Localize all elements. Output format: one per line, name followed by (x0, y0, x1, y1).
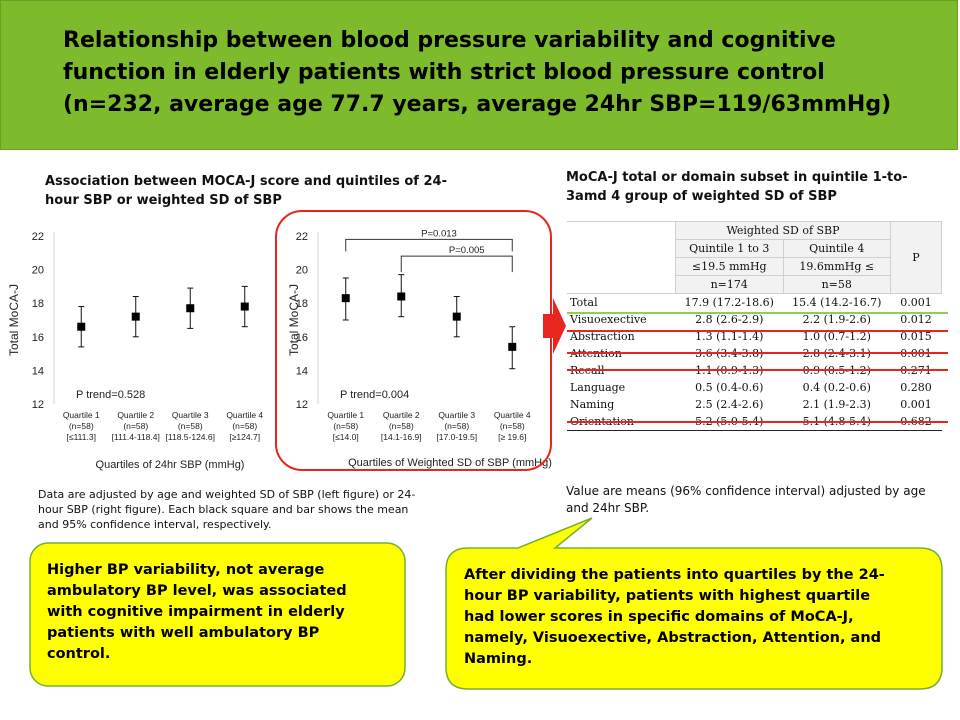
highlight-line-green (567, 312, 948, 314)
caption-line: MoCA-J total or domain subset in quintil… (566, 170, 908, 185)
table-row: Naming 2.5 (2.4-2.6) 2.1 (1.9-2.3) 0.001 (567, 396, 942, 413)
right-figure-caption: MoCA-J total or domain subset in quintil… (566, 168, 946, 206)
title-banner: Relationship between blood pressure vari… (0, 0, 958, 150)
table-corner (567, 221, 676, 294)
left-figure-note: Data are adjusted by age and weighted SD… (38, 487, 478, 532)
table-cell-col2: 15.4 (14.2-16.7) (783, 293, 891, 311)
table-cell-p: 0.012 (900, 313, 932, 326)
table-cell-col2: 1.0 (0.7-1.2) (802, 330, 871, 343)
table-col2-header: Quintile 4 (782, 239, 891, 258)
table-row: Visuoexective 2.8 (2.6-2.9) 2.2 (1.9-2.6) 0… (567, 311, 942, 328)
highlight-line-red (567, 330, 948, 332)
table-cell-col1: 2.8 (2.6-2.9) (695, 313, 764, 326)
callout-line: ambulatory BP level, was associated (47, 583, 347, 599)
callout-line: After dividing the patients into quartil… (464, 567, 885, 583)
table-row-label: Total (567, 293, 676, 311)
highlight-line-red (567, 352, 948, 354)
table-cell-col1: 0.5 (0.4-0.6) (695, 381, 764, 394)
caption-line: 3amd 4 group of weighted SD of SBP (566, 189, 837, 204)
highlight-line-red (567, 369, 948, 371)
highlight-line-red (567, 421, 948, 423)
table-cell-p: 0.015 (900, 330, 932, 343)
table-cell-col1: 1.3 (1.1-1.4) (695, 330, 764, 343)
callout-line: Higher BP variability, not average (47, 562, 325, 578)
note-line: and 95% confidence interval, respectivel… (38, 518, 272, 531)
note-line: Data are adjusted by age and weighted SD… (38, 488, 416, 501)
moca-table: Weighted SD of SBP P Quintile 1 to 3 Qui… (567, 221, 942, 431)
callout-line: namely, Visuoexective, Abstraction, Atte… (464, 630, 882, 646)
table-col1-header: Quintile 1 to 3 (675, 239, 784, 258)
table-col1-n: n=174 (675, 275, 784, 294)
callout-line: Naming. (464, 651, 533, 667)
table-cell-p: 0.001 (890, 293, 942, 311)
table-cell-col2: 2.1 (1.9-2.3) (802, 398, 871, 411)
table-cell-p: 0.280 (900, 381, 932, 394)
page-title: Relationship between blood pressure vari… (63, 25, 943, 121)
table-cell-p: 0.001 (900, 398, 932, 411)
table-cell-col1: 17.9 (17.2-18.6) (675, 293, 783, 311)
caption-line: Association between MOCA-J score and qui… (45, 174, 447, 189)
title-line: function in elderly patients with strict… (63, 60, 825, 85)
callout-line: with cognitive impairment in elderly (47, 604, 345, 620)
left-figure-caption: Association between MOCA-J score and qui… (45, 172, 465, 210)
note-line: Value are means (96% confidence interval… (566, 484, 926, 498)
note-line: and 24hr SBP. (566, 501, 650, 515)
callout-line: control. (47, 646, 111, 662)
title-line: (n=232, average age 77.7 years, average … (63, 92, 892, 117)
callout-left-box (29, 542, 406, 687)
table-cell-col2: 2.2 (1.9-2.6) (802, 313, 871, 326)
note-line: hour SBP (right figure). Each black squa… (38, 503, 409, 516)
table-cell-col2: 0.4 (0.2-0.6) (802, 381, 871, 394)
table-row: Total 17.9 (17.2-18.6) 15.4 (14.2-16.7) 0.0… (567, 293, 942, 311)
table-col2-range: 19.6mmHg ≤ (782, 257, 891, 276)
table-col1-range: ≤19.5 mmHg (675, 257, 784, 276)
table-cell-col1: 2.5 (2.4-2.6) (695, 398, 764, 411)
caption-line: hour SBP or weighted SD of SBP (45, 193, 282, 208)
callout-line: patients with well ambulatory BP (47, 625, 320, 641)
table-row-label: Language (570, 381, 626, 394)
table-row-label: Visuoexective (570, 313, 647, 326)
table-note: Value are means (96% confidence interval… (566, 483, 956, 517)
table-row-label: Abstraction (570, 330, 635, 343)
callout-left-text: Higher BP variability, not average ambul… (47, 560, 397, 665)
table-col2-n: n=58 (782, 275, 891, 294)
table-row-label: Naming (570, 398, 615, 411)
callout-right-text: After dividing the patients into quartil… (464, 565, 939, 670)
callout-right-box (445, 517, 943, 690)
table-p-header: P (890, 221, 942, 294)
callout-line: hour BP variability, patients with highe… (464, 588, 871, 604)
table-row: Abstraction 1.3 (1.1-1.4) 1.0 (0.7-1.2) 0.0… (567, 328, 942, 345)
title-line: Relationship between blood pressure vari… (63, 28, 836, 53)
callout-line: had lower scores in specific domains of … (464, 609, 854, 625)
table-row: Language 0.5 (0.4-0.6) 0.4 (0.2-0.6) 0.280 (567, 379, 942, 396)
